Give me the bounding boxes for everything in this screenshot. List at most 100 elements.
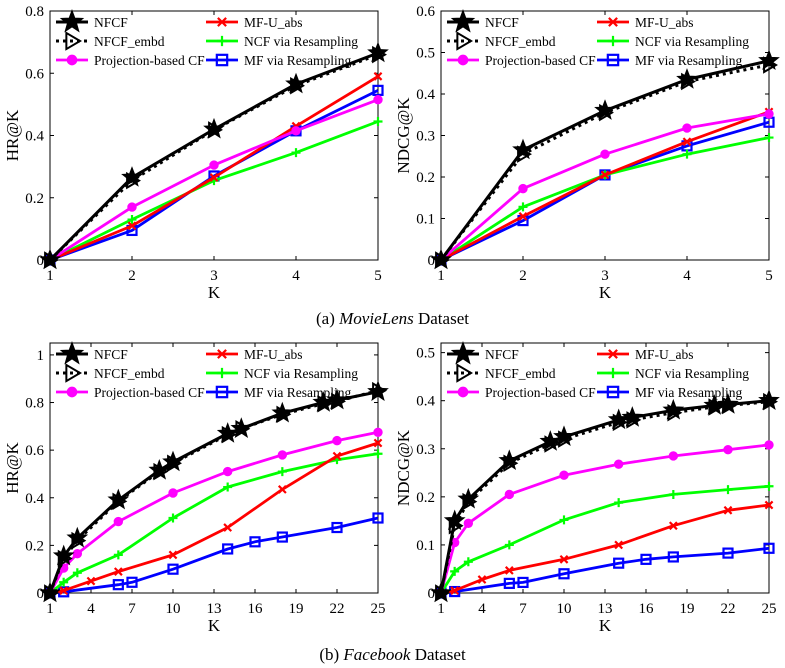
data-point-mf-via-resampling [331,521,343,534]
x-axis-label: K [208,283,221,302]
data-point-projection-based-cf [168,488,178,498]
data-point-mf-via-resampling [763,542,775,554]
data-point-ncf-via-resampling [614,498,624,508]
data-point-ncf-via-resampling [463,557,473,567]
legend-label-ncf-via-resampling: NCF via Resampling [635,366,749,381]
legend-label-nfcf: NFCF [485,347,519,362]
legend-marker-nfcf-embd [65,363,83,383]
legend: NFCF MF-U_abs NFCF_embd NCF via Resampling P… [56,9,358,68]
x-tick-label: 7 [128,601,136,617]
series-mf-u-abs [45,438,383,598]
data-point-projection-based-cf [559,470,569,480]
legend: NFCF MF-U_abs NFCF_embd NCF via Resampling P… [447,341,749,400]
legend-marker-mf-u-abs [608,17,618,27]
series-projection-based-cf [436,109,774,265]
legend-marker-ncf-via-resampling [216,367,228,379]
series-line-projection-based-cf [439,443,770,594]
legend-marker-ncf-via-resampling [607,367,619,379]
data-point-mf-via-resampling [722,547,734,559]
legend-label-nfcf: NFCF [485,15,519,30]
series-line-ncf-via-resampling [49,452,379,595]
legend-marker-projection-based-cf [66,386,78,398]
y-tick-label: 0.2 [416,490,435,506]
x-tick-label: 3 [210,268,218,284]
legend-label-nfcf-embd: NFCF_embd [94,366,165,381]
data-point-nfcf [430,581,452,603]
data-point-mf-u-abs [373,438,383,448]
chart-movielens-ndcg: 1 2 3 4 5 0 0.1 0.2 0.3 0.4 0.5 0.6 K NDCG@K NFCF MF-U_… [394,4,780,302]
data-point-mf-u-abs [559,554,569,564]
data-point-ncf-via-resampling [168,513,178,523]
data-point-nfcf [271,401,294,423]
series-line-nfcf [439,59,770,261]
data-point-projection-based-cf [127,202,137,212]
series-line-nfcf-embd [439,63,770,261]
x-axis-label: K [208,616,221,635]
caption-a-name: MovieLens [339,309,414,328]
data-point-nfcf [457,487,480,509]
y-tick-label: 0.6 [25,66,44,82]
y-tick-label: 0 [37,586,45,602]
legend-label-mf-via-resampling: MF via Resampling [635,53,742,68]
series-line-mf-via-resampling [440,546,770,595]
x-tick-label: 5 [374,268,382,284]
data-point-ncf-via-resampling [277,467,287,477]
data-point-ncf-via-resampling [668,489,678,499]
data-point-nfcf [553,425,575,446]
x-tick-label: 2 [128,268,136,284]
data-point-projection-based-cf [373,95,383,105]
data-point-ncf-via-resampling [764,481,774,491]
data-point-nfcf [367,380,389,402]
y-tick-label: 0.1 [416,212,435,228]
series-line-mf-u-abs [440,503,770,595]
legend-marker-mf-u-abs [217,349,227,359]
caption-facebook: (b) Facebook Dataset [0,645,785,665]
legend-label-mf-u-abs: MF-U_abs [244,347,303,362]
legend-label-ncf-via-resampling: NCF via Resampling [244,366,358,381]
y-tick-label: 0.5 [416,346,435,362]
data-point-nfcf [621,406,644,427]
data-point-ncf-via-resampling [373,449,383,459]
legend-label-mf-via-resampling: MF via Resampling [635,385,742,400]
legend-marker-mf-via-resampling [606,385,620,399]
data-point-ncf-via-resampling [559,515,569,525]
data-point-nfcf [216,422,239,443]
data-point-ncf-via-resampling [373,116,383,126]
x-tick-label: 1 [46,601,54,617]
series-line-mf-via-resampling [440,120,770,262]
data-point-mf-via-resampling [167,563,179,575]
data-point-mf-u-abs [86,576,96,586]
y-tick-label: 1 [37,348,45,364]
chart-facebook-hr: 1 4 7 10 13 16 19 22 25 0 0.2 0.4 0.6 0.8 1 K HR@K NFCF MF… [3,341,389,635]
data-point-nfcf [285,72,307,94]
caption-a-label: (a) [316,309,335,328]
data-point-mf-u-abs [764,500,774,510]
data-point-nfcf [676,68,698,89]
legend-marker-nfcf [59,9,85,33]
legend-marker-mf-u-abs [608,349,618,359]
x-tick-label: 4 [87,601,95,617]
data-point-mf-u-abs [504,566,514,575]
data-point-nfcf [39,581,61,603]
y-tick-label: 0 [428,586,436,602]
data-point-projection-based-cf [518,183,528,194]
caption-a-suffix: Dataset [417,309,469,328]
x-tick-label: 4 [292,268,300,284]
x-axis-label: K [599,283,612,302]
data-point-nfcf [758,389,780,410]
x-tick-label: 25 [762,601,777,617]
legend-label-projection-based-cf: Projection-based CF [94,53,205,68]
data-point-nfcf [52,544,75,566]
legend-label-ncf-via-resampling: NCF via Resampling [635,34,749,49]
data-point-projection-based-cf [682,123,692,133]
data-point-projection-based-cf [463,518,474,528]
data-point-mf-via-resampling [249,536,261,548]
x-tick-label: 13 [207,601,222,617]
data-point-ncf-via-resampling [223,482,233,492]
y-tick-label: 0.2 [25,538,44,554]
chart-movielens-hr: 1 2 3 4 5 0 0.2 0.4 0.6 0.8 K HR@K NFCF MF-U_abs NFCF_… [3,4,389,302]
data-point-projection-based-cf [373,427,383,437]
data-point-projection-based-cf [723,445,733,455]
data-point-nfcf [66,526,89,548]
